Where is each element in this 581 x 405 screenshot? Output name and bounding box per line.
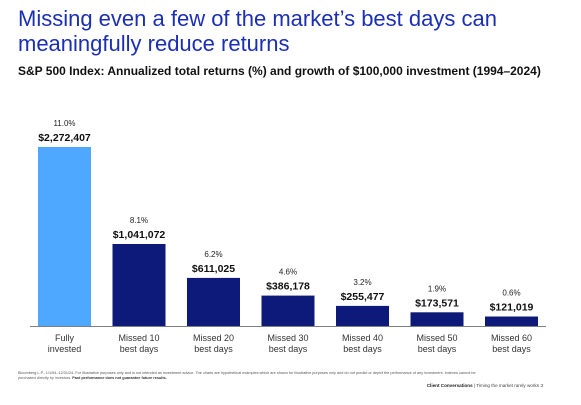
bar-value-label-5: $255,477	[341, 291, 385, 303]
category-label-7-line-1: Missed 60	[491, 333, 532, 343]
bar-5	[336, 305, 389, 326]
bar-percent-label-4: 4.6%	[279, 268, 297, 277]
category-label-5-line-2: best days	[343, 344, 382, 354]
bar-percent-label-5: 3.2%	[353, 278, 371, 287]
footnote: Bloomberg L.P., 1/1/94–12/31/24. For ill…	[18, 371, 488, 381]
bar-percent-label-1: 11.0%	[53, 119, 75, 128]
category-label-2-line-1: Missed 10	[118, 333, 159, 343]
footer-topic: Timing the market rarely works	[476, 383, 539, 388]
bar-3	[187, 277, 240, 326]
footnote-text: Bloomberg L.P., 1/1/94–12/31/24. For ill…	[18, 371, 476, 380]
category-label-3-line-1: Missed 20	[193, 333, 234, 343]
bar-percent-label-2: 8.1%	[130, 216, 148, 225]
bar-value-label-7: $121,019	[490, 302, 534, 314]
category-label-3-line-2: best days	[194, 344, 233, 354]
percent-labels-group: 11.0% 8.1% 6.2% 4.6% 3.2% 1.9% 0.6%	[53, 119, 520, 298]
bar-percent-label-7: 0.6%	[502, 289, 520, 298]
category-label-5-line-1: Missed 40	[342, 333, 383, 343]
category-label-7-line-2: best days	[492, 344, 531, 354]
category-label-1-line-1: Fully	[55, 333, 75, 343]
category-label-4-line-2: best days	[269, 344, 308, 354]
bar-1	[38, 147, 91, 326]
bar-chart: 11.0% 8.1% 6.2% 4.6% 3.2% 1.9% 0.6% $2,272,407…	[30, 119, 546, 354]
category-label-4-line-1: Missed 30	[267, 333, 308, 343]
slide-headline: Missing even a few of the market’s best …	[18, 6, 497, 56]
bar-4	[261, 295, 315, 326]
category-label-1-line-2: invested	[48, 344, 82, 354]
bar-value-label-3: $611,025	[192, 263, 235, 275]
slide-footer: Client Conversations | Timing the market…	[427, 383, 539, 388]
bar-percent-label-3: 6.2%	[204, 250, 222, 259]
bars-group	[38, 147, 538, 326]
category-label-2-line-2: best days	[120, 344, 159, 354]
bar-percent-label-6: 1.9%	[428, 284, 446, 293]
footer-separator: |	[473, 383, 476, 388]
chart-title: S&P 500 Index: Annualized total returns …	[18, 64, 541, 78]
bar-value-label-4: $386,178	[266, 281, 310, 293]
bar-7	[485, 316, 538, 326]
category-label-6-line-2: best days	[418, 344, 457, 354]
category-label-6-line-1: Missed 50	[416, 333, 457, 343]
bar-value-label-6: $173,571	[415, 297, 459, 309]
page-number: 3	[540, 383, 543, 388]
footnote-disclaimer: Past performance does not guarantee futu…	[72, 376, 167, 380]
value-labels-group: $2,272,407 $1,041,072 $611,025 $386,178 $255…	[38, 132, 533, 314]
bar-2	[112, 244, 166, 326]
bar-value-label-2: $1,041,072	[113, 229, 166, 241]
footer-brand: Client Conversations	[426, 383, 473, 388]
bar-6	[410, 312, 464, 326]
bar-value-label-1: $2,272,407	[38, 132, 91, 144]
